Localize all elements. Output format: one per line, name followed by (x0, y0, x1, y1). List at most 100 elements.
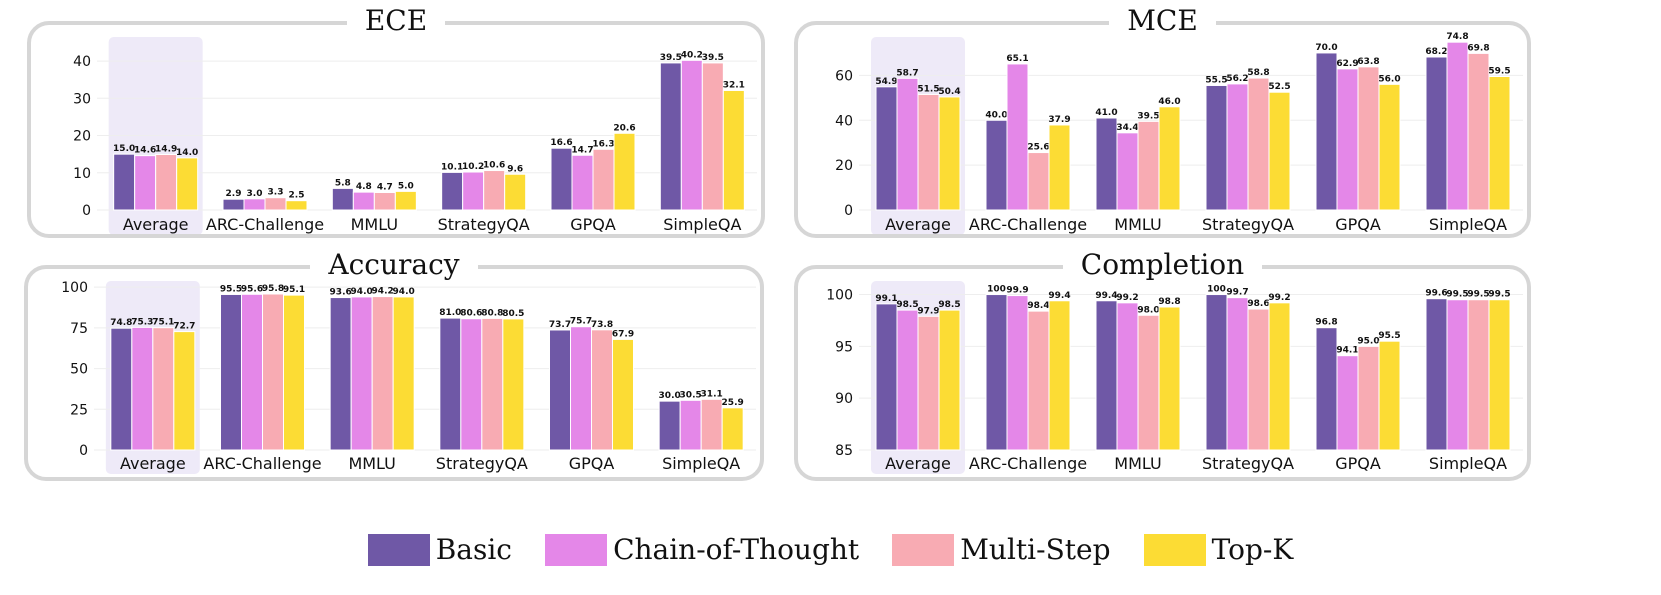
value-label: 10.1 (441, 162, 463, 172)
value-label: 15.0 (113, 144, 135, 154)
y-tick-label: 30 (73, 91, 91, 107)
value-label: 50.4 (938, 87, 960, 97)
bar-average-chain-of-thought (134, 155, 157, 211)
bar-arc-challenge-basic (985, 294, 1008, 451)
completion-panel: Completion 85 90 95 100 99.1 98.5 97.9 98.5 Aver… (794, 248, 1531, 481)
category-label-gpqa: GPQA (570, 215, 616, 234)
category-label-mmlu: MMLU (348, 454, 395, 473)
bar-average-top-k (176, 157, 199, 211)
value-label: 69.8 (1467, 43, 1489, 53)
bar-simpleqa-multi-step (1467, 52, 1490, 211)
value-label: 94.1 (1336, 346, 1358, 356)
bar-strategyqa-top-k (502, 318, 525, 451)
value-label: 98.0 (1137, 305, 1159, 315)
bar-arc-challenge-basic (985, 119, 1008, 211)
value-label: 95.1 (283, 285, 305, 295)
value-label: 94.0 (393, 287, 415, 297)
bar-gpqa-chain-of-thought (1336, 68, 1359, 211)
category-label-arc-challenge: ARC-Challenge (206, 215, 324, 234)
value-label: 80.5 (502, 309, 524, 319)
value-label: 4.7 (377, 183, 393, 193)
bar-arc-challenge-multi-step (1027, 152, 1050, 211)
legend-item-multi-step: Multi-Step (892, 533, 1111, 566)
category-label-average: Average (885, 454, 951, 473)
bar-arc-challenge-chain-of-thought (1006, 63, 1029, 211)
value-label: 5.8 (335, 178, 351, 188)
bar-simpleqa-chain-of-thought (1446, 41, 1469, 211)
bar-arc-challenge-basic (222, 198, 245, 211)
bar-gpqa-chain-of-thought (1336, 355, 1359, 451)
bar-average-multi-step (917, 93, 940, 211)
value-label: 100 (1207, 285, 1226, 295)
bar-simpleqa-basic (1425, 56, 1448, 211)
value-label: 80.6 (460, 309, 482, 319)
bar-gpqa-basic (1315, 327, 1338, 451)
value-label: 98.5 (938, 300, 960, 310)
value-label: 9.6 (507, 164, 523, 174)
value-label: 75.3 (131, 317, 153, 327)
value-label: 98.8 (1158, 297, 1180, 307)
bar-arc-challenge-basic (220, 293, 242, 451)
value-label: 74.8 (110, 318, 132, 328)
value-label: 98.5 (896, 300, 918, 310)
value-label: 94.0 (351, 287, 373, 297)
value-label: 95.6 (241, 284, 263, 294)
bar-average-multi-step (917, 315, 940, 451)
legend-label-basic: Basic (435, 533, 512, 566)
accuracy-chart: 025507510074.875.375.172.7Average95.595.… (61, 280, 756, 474)
category-label-mmlu: MMLU (351, 215, 398, 234)
category-label-strategyqa: StrategyQA (1202, 215, 1294, 234)
bar-simpleqa-top-k (721, 407, 744, 451)
bar-strategyqa-top-k (1268, 91, 1291, 211)
bar-mmlu-top-k (1158, 306, 1181, 451)
bar-gpqa-multi-step (1357, 66, 1380, 211)
value-label: 94.2 (372, 287, 394, 297)
bar-simpleqa-chain-of-thought (1446, 299, 1469, 451)
category-label-strategyqa: StrategyQA (436, 454, 528, 473)
y-tick-label: 10 (73, 166, 91, 182)
bar-strategyqa-chain-of-thought (462, 171, 485, 211)
bar-mmlu-top-k (394, 190, 417, 211)
value-label: 99.5 (1446, 290, 1468, 300)
bar-strategyqa-chain-of-thought (1226, 297, 1249, 451)
value-label: 95.5 (220, 284, 242, 294)
value-label: 34.4 (1116, 123, 1138, 133)
bar-average-chain-of-thought (131, 326, 154, 451)
value-label: 70.0 (1315, 43, 1337, 53)
mce-panel: MCE 0 20 40 60 54.9 58.7 51.5 50.4 Average 40.0 65… (794, 4, 1531, 238)
value-label: 20.6 (613, 123, 635, 133)
value-label: 58.8 (1247, 68, 1269, 78)
category-label-arc-challenge: ARC-Challenge (969, 215, 1087, 234)
value-label: 10.6 (483, 161, 505, 171)
legend-item-basic: Basic (367, 533, 512, 566)
value-label: 63.8 (1357, 57, 1379, 67)
bar-mmlu-top-k (1158, 106, 1181, 211)
value-label: 56.0 (1378, 74, 1400, 84)
bar-mmlu-multi-step (1137, 314, 1160, 451)
value-label: 99.2 (1268, 293, 1290, 303)
bar-gpqa-multi-step (1357, 345, 1380, 451)
bar-average-basic (875, 86, 898, 211)
bar-arc-challenge-chain-of-thought (241, 293, 263, 451)
bar-simpleqa-multi-step (701, 62, 724, 211)
value-label: 59.5 (1488, 67, 1510, 77)
bar-mmlu-basic (329, 297, 352, 451)
value-label: 4.8 (356, 182, 372, 192)
bar-mmlu-chain-of-thought (1116, 302, 1139, 451)
y-tick-label: 25 (70, 402, 88, 418)
category-label-simpleqa: SimpleQA (662, 454, 740, 473)
bar-arc-challenge-multi-step (1027, 310, 1050, 451)
value-label: 99.9 (1006, 286, 1028, 296)
legend-label-chain-of-thought: Chain-of-Thought (613, 533, 860, 566)
value-label: 52.5 (1268, 82, 1290, 92)
bar-average-multi-step (155, 154, 178, 211)
value-label: 2.5 (289, 191, 305, 201)
value-label: 99.2 (1116, 293, 1138, 303)
category-label-simpleqa: SimpleQA (1429, 454, 1507, 473)
bar-simpleqa-chain-of-thought (679, 399, 702, 451)
bar-gpqa-top-k (1378, 83, 1401, 211)
value-label: 99.1 (875, 294, 897, 304)
bar-strategyqa-multi-step (483, 170, 506, 211)
bar-average-chain-of-thought (896, 309, 919, 451)
value-label: 56.2 (1226, 74, 1248, 84)
